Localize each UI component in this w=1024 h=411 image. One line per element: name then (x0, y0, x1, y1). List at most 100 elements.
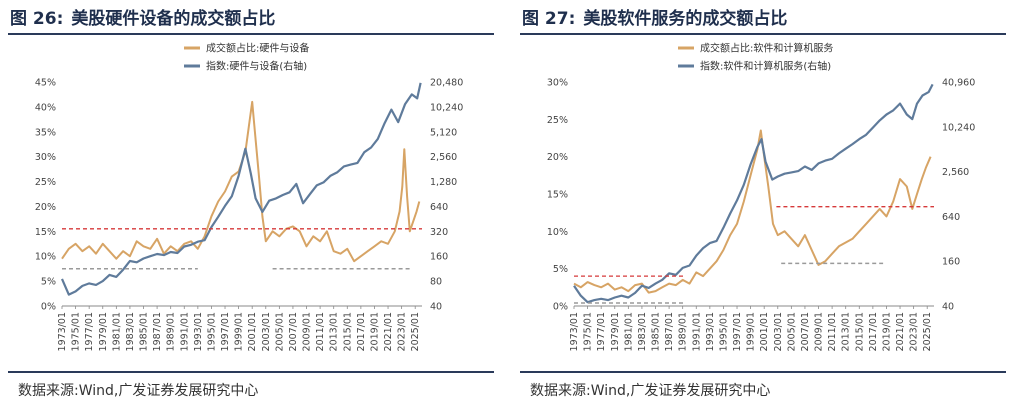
x-tick-label: 2007/01 (800, 312, 811, 351)
y-left-tick-label: 10% (547, 227, 568, 238)
x-tick-label: 1995/01 (718, 312, 729, 351)
figure-26-title-text: 美股硬件设备的成交额占比 (71, 9, 276, 29)
x-tick-label: 1977/01 (84, 312, 95, 351)
y-right-tick-label: 160 (430, 252, 448, 263)
y-right-tick-label: 5,120 (430, 127, 457, 138)
y-right-tick-label: 640 (942, 212, 960, 223)
figure-27-number: 图 27: (522, 9, 576, 29)
y-right-tick-label: 20,480 (430, 78, 463, 89)
legend-label-share: 成交额占比:硬件与设备 (206, 42, 309, 55)
x-tick-label: 1991/01 (691, 312, 702, 351)
x-tick-label: 1993/01 (705, 312, 716, 351)
x-tick-label: 1973/01 (57, 312, 68, 351)
share-series-line (573, 129, 932, 294)
x-tick-label: 2025/01 (922, 312, 933, 351)
x-tick-label: 2019/01 (881, 312, 892, 351)
x-tick-label: 2021/01 (895, 312, 906, 351)
figure-26-panel: 图 26: 美股硬件设备的成交额占比 0% 5% 10% 15% 20% 25% 30% 35%… (8, 4, 494, 399)
y-left-tick-label: 25% (547, 115, 568, 126)
x-tick-label: 1975/01 (583, 312, 594, 351)
y-right-tick-label: 80 (430, 277, 442, 288)
figure-26-title: 图 26: 美股硬件设备的成交额占比 (10, 4, 275, 29)
x-tick-label: 2009/01 (814, 312, 825, 351)
y-right-tick-label: 320 (430, 227, 448, 238)
x-tick-label: 2013/01 (329, 312, 340, 351)
y-right-tick-label: 10,240 (942, 122, 975, 133)
top-rule (8, 33, 494, 35)
figure-27-source: 数据来源:Wind,广发证券发展研究中心 (530, 383, 771, 399)
y-right-tick-label: 640 (430, 202, 448, 213)
legend-label-share: 成交额占比:软件和计算机服务 (700, 42, 833, 55)
x-tick-label: 1999/01 (746, 312, 757, 351)
figure-26-source: 数据来源:Wind,广发证券发展研究中心 (18, 383, 259, 399)
x-tick-label: 1979/01 (98, 312, 109, 351)
x-tick-label: 1981/01 (623, 312, 634, 351)
x-tick-label: 2007/01 (288, 312, 299, 351)
x-tick-label: 2017/01 (868, 312, 879, 351)
x-tick-label: 1973/01 (569, 312, 580, 351)
share-series-line (61, 100, 421, 263)
x-tick-label: 1983/01 (637, 312, 648, 351)
y-right-tick-label: 10,240 (430, 102, 463, 113)
y-left-tick-label: 0% (41, 302, 56, 313)
x-tick-label: 2015/01 (854, 312, 865, 351)
figure-27-panel: 图 27: 美股软件服务的成交额占比 0% 5% 10% 15% 20% 25% 30% 40 1… (512, 0, 1024, 411)
y-left-tick-label: 30% (547, 78, 568, 89)
x-tick-label: 1999/01 (234, 312, 245, 351)
x-tick-label: 1977/01 (596, 312, 607, 351)
y-right-tick-label: 2,560 (942, 167, 969, 178)
y-right-tick-label: 2,560 (430, 152, 457, 163)
index-series-line (60, 82, 422, 296)
y-left-tick-label: 20% (35, 202, 56, 213)
x-tick-label: 2013/01 (841, 312, 852, 351)
y-left-tick-label: 15% (547, 190, 568, 201)
x-tick-label: 2009/01 (302, 312, 313, 351)
figure-27-title-text: 美股软件服务的成交额占比 (583, 9, 788, 29)
y-left-tick-label: 30% (35, 152, 56, 163)
y-left-tick-label: 15% (35, 227, 56, 238)
x-tick-label: 1987/01 (152, 312, 163, 351)
index-series-line (573, 83, 934, 304)
x-tick-label: 2011/01 (827, 312, 838, 351)
figure-26-number: 图 26: (10, 9, 64, 29)
x-tick-label: 1997/01 (732, 312, 743, 351)
y-right-tick-label: 1,280 (430, 177, 457, 188)
figure-27-title: 图 27: 美股软件服务的成交额占比 (522, 4, 787, 29)
y-left-tick-label: 25% (35, 177, 56, 188)
y-left-tick-label: 20% (547, 152, 568, 163)
x-tick-label: 2005/01 (274, 312, 285, 351)
y-right-tick-label: 40,960 (942, 78, 975, 89)
y-left-tick-label: 5% (41, 277, 56, 288)
legend-label-index: 指数:软件和计算机服务(右轴) (700, 60, 831, 73)
x-tick-label: 1981/01 (111, 312, 122, 351)
x-tick-label: 1985/01 (139, 312, 150, 351)
x-tick-label: 2001/01 (247, 312, 258, 351)
y-right-tick-label: 160 (942, 257, 960, 268)
x-tick-label: 2011/01 (315, 312, 326, 351)
x-tick-label: 2017/01 (356, 312, 367, 351)
bottom-rule (8, 371, 494, 373)
legend-label-index: 指数:硬件与设备(右轴) (206, 60, 307, 73)
x-tick-label: 2003/01 (773, 312, 784, 351)
top-rule (520, 33, 1006, 35)
y-left-tick-label: 40% (35, 102, 56, 113)
hardware-chart: 0% 5% 10% 15% 20% 25% 30% 35% 40% 45% 40 80 160 320 64… (35, 42, 463, 352)
y-left-tick-label: 10% (35, 252, 56, 263)
y-left-tick-label: 45% (35, 78, 56, 89)
x-tick-label: 2023/01 (397, 312, 408, 351)
y-left-tick-label: 0% (553, 302, 568, 313)
x-tick-label: 1979/01 (610, 312, 621, 351)
x-tick-label: 2003/01 (261, 312, 272, 351)
x-tick-label: 2025/01 (410, 312, 421, 351)
x-tick-label: 2019/01 (369, 312, 380, 351)
software-chart: 0% 5% 10% 15% 20% 25% 30% 40 160 640 2,560 10,240 40… (547, 42, 975, 352)
x-tick-label: 1995/01 (206, 312, 217, 351)
x-tick-label: 1987/01 (664, 312, 675, 351)
x-tick-label: 2005/01 (786, 312, 797, 351)
x-tick-label: 1993/01 (193, 312, 204, 351)
x-tick-label: 1975/01 (71, 312, 82, 351)
x-tick-label: 1989/01 (166, 312, 177, 351)
bottom-rule (520, 371, 1006, 373)
x-tick-label: 2023/01 (909, 312, 920, 351)
y-left-tick-label: 35% (35, 127, 56, 138)
